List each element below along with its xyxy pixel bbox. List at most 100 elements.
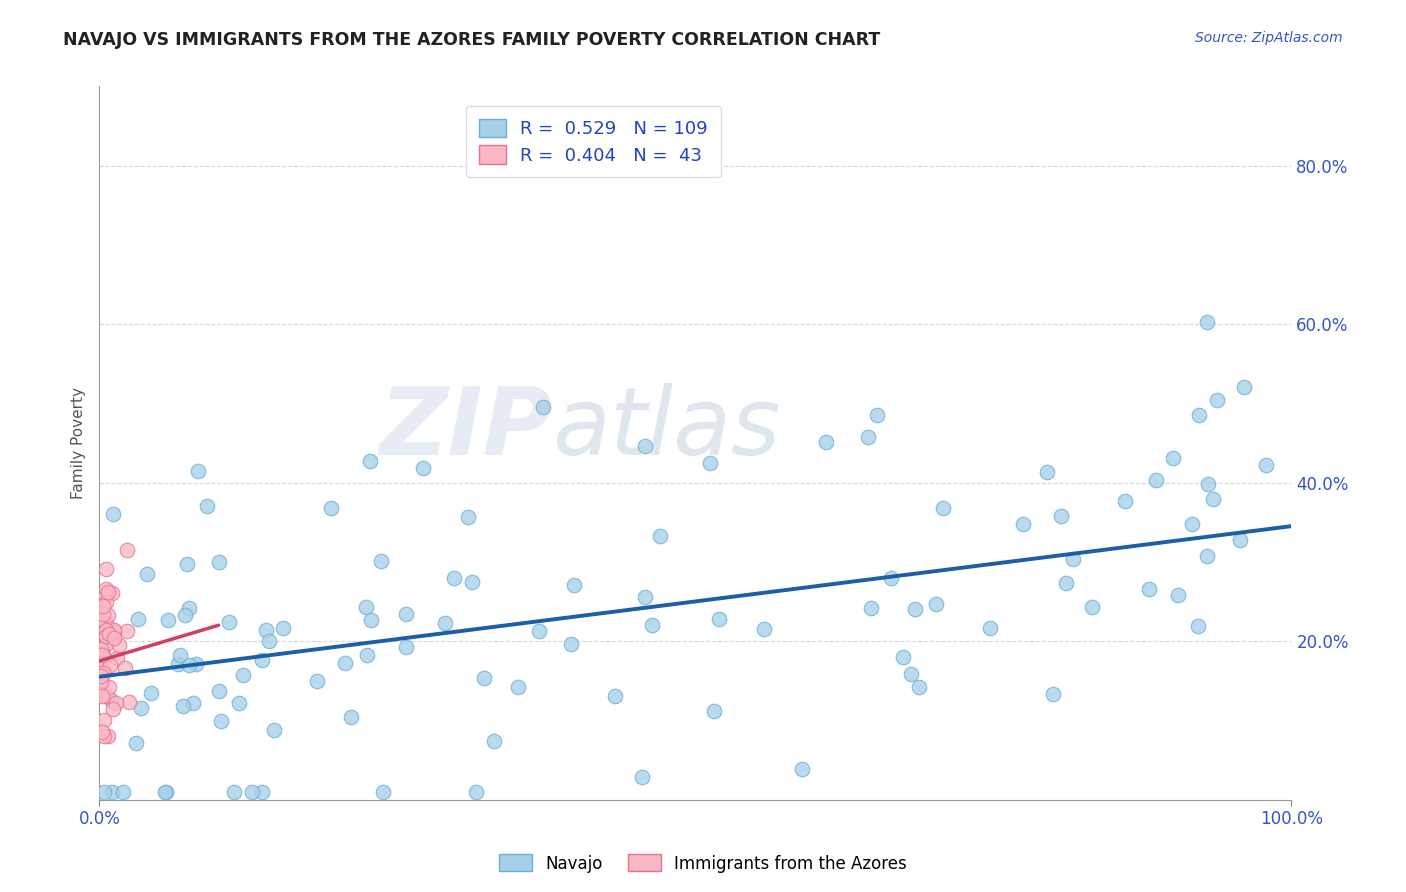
Navajo: [232, 668, 254, 682]
Navajo: [166, 657, 188, 671]
Immigrants from the Azores: [118, 695, 141, 709]
Navajo: [307, 673, 329, 688]
Navajo: [101, 784, 124, 798]
Navajo: [709, 612, 731, 626]
Navajo: [648, 529, 671, 543]
Navajo: [222, 784, 245, 798]
Immigrants from the Azores: [91, 687, 114, 701]
Navajo: [370, 554, 392, 568]
Navajo: [153, 784, 176, 798]
Navajo: [1195, 315, 1218, 329]
Navajo: [93, 784, 115, 798]
Navajo: [1197, 477, 1219, 491]
Navajo: [176, 557, 198, 571]
Navajo: [1050, 508, 1073, 523]
Navajo: [979, 621, 1001, 635]
Navajo: [360, 613, 382, 627]
Navajo: [208, 555, 231, 569]
Immigrants from the Azores: [91, 690, 114, 704]
Immigrants from the Azores: [104, 696, 127, 710]
Navajo: [560, 637, 582, 651]
Immigrants from the Azores: [90, 642, 112, 657]
Immigrants from the Azores: [103, 623, 125, 637]
Immigrants from the Azores: [101, 586, 124, 600]
Immigrants from the Azores: [98, 681, 121, 695]
Navajo: [1114, 494, 1136, 508]
Navajo: [186, 464, 208, 478]
Immigrants from the Azores: [91, 654, 114, 668]
Immigrants from the Azores: [91, 599, 114, 613]
Immigrants from the Azores: [91, 725, 114, 739]
Navajo: [172, 698, 194, 713]
Navajo: [209, 714, 232, 728]
Navajo: [531, 400, 554, 414]
Navajo: [395, 607, 418, 621]
Navajo: [184, 657, 207, 672]
Navajo: [464, 784, 486, 798]
Immigrants from the Azores: [114, 661, 136, 675]
Navajo: [112, 784, 135, 798]
Y-axis label: Family Poverty: Family Poverty: [72, 387, 86, 499]
Immigrants from the Azores: [96, 623, 118, 637]
Navajo: [129, 701, 152, 715]
Immigrants from the Azores: [93, 713, 115, 727]
Immigrants from the Azores: [97, 584, 120, 599]
Navajo: [155, 784, 177, 798]
Immigrants from the Azores: [93, 664, 115, 678]
Navajo: [218, 615, 240, 629]
Navajo: [1144, 473, 1167, 487]
Navajo: [1062, 552, 1084, 566]
Navajo: [1042, 686, 1064, 700]
Immigrants from the Azores: [90, 668, 112, 682]
Navajo: [1167, 588, 1189, 602]
Immigrants from the Azores: [90, 612, 112, 626]
Immigrants from the Azores: [97, 729, 120, 743]
Navajo: [127, 612, 149, 626]
Navajo: [859, 600, 882, 615]
Navajo: [356, 648, 378, 663]
Navajo: [1054, 576, 1077, 591]
Navajo: [228, 697, 250, 711]
Immigrants from the Azores: [93, 647, 115, 661]
Navajo: [371, 784, 394, 798]
Navajo: [703, 704, 725, 718]
Immigrants from the Azores: [108, 638, 131, 652]
Immigrants from the Azores: [97, 607, 120, 622]
Immigrants from the Azores: [115, 624, 138, 638]
Navajo: [169, 648, 191, 662]
Navajo: [250, 784, 273, 798]
Immigrants from the Azores: [105, 650, 128, 665]
Navajo: [125, 736, 148, 750]
Navajo: [139, 686, 162, 700]
Immigrants from the Azores: [103, 631, 125, 645]
Navajo: [1163, 451, 1185, 466]
Navajo: [319, 501, 342, 516]
Navajo: [240, 784, 263, 798]
Navajo: [443, 571, 465, 585]
Navajo: [461, 574, 484, 589]
Navajo: [482, 734, 505, 748]
Navajo: [752, 622, 775, 636]
Navajo: [208, 684, 231, 698]
Navajo: [1205, 392, 1227, 407]
Navajo: [356, 599, 378, 614]
Legend: Navajo, Immigrants from the Azores: Navajo, Immigrants from the Azores: [492, 847, 914, 880]
Navajo: [1180, 516, 1202, 531]
Navajo: [100, 693, 122, 707]
Navajo: [359, 454, 381, 468]
Navajo: [1254, 458, 1277, 472]
Navajo: [263, 723, 285, 737]
Immigrants from the Azores: [97, 626, 120, 640]
Navajo: [395, 640, 418, 654]
Navajo: [880, 571, 903, 585]
Immigrants from the Azores: [96, 689, 118, 703]
Navajo: [634, 591, 657, 605]
Immigrants from the Azores: [94, 588, 117, 602]
Navajo: [1233, 379, 1256, 393]
Immigrants from the Azores: [94, 637, 117, 651]
Navajo: [603, 690, 626, 704]
Navajo: [924, 597, 946, 611]
Navajo: [173, 607, 195, 622]
Navajo: [195, 499, 218, 513]
Navajo: [177, 658, 200, 673]
